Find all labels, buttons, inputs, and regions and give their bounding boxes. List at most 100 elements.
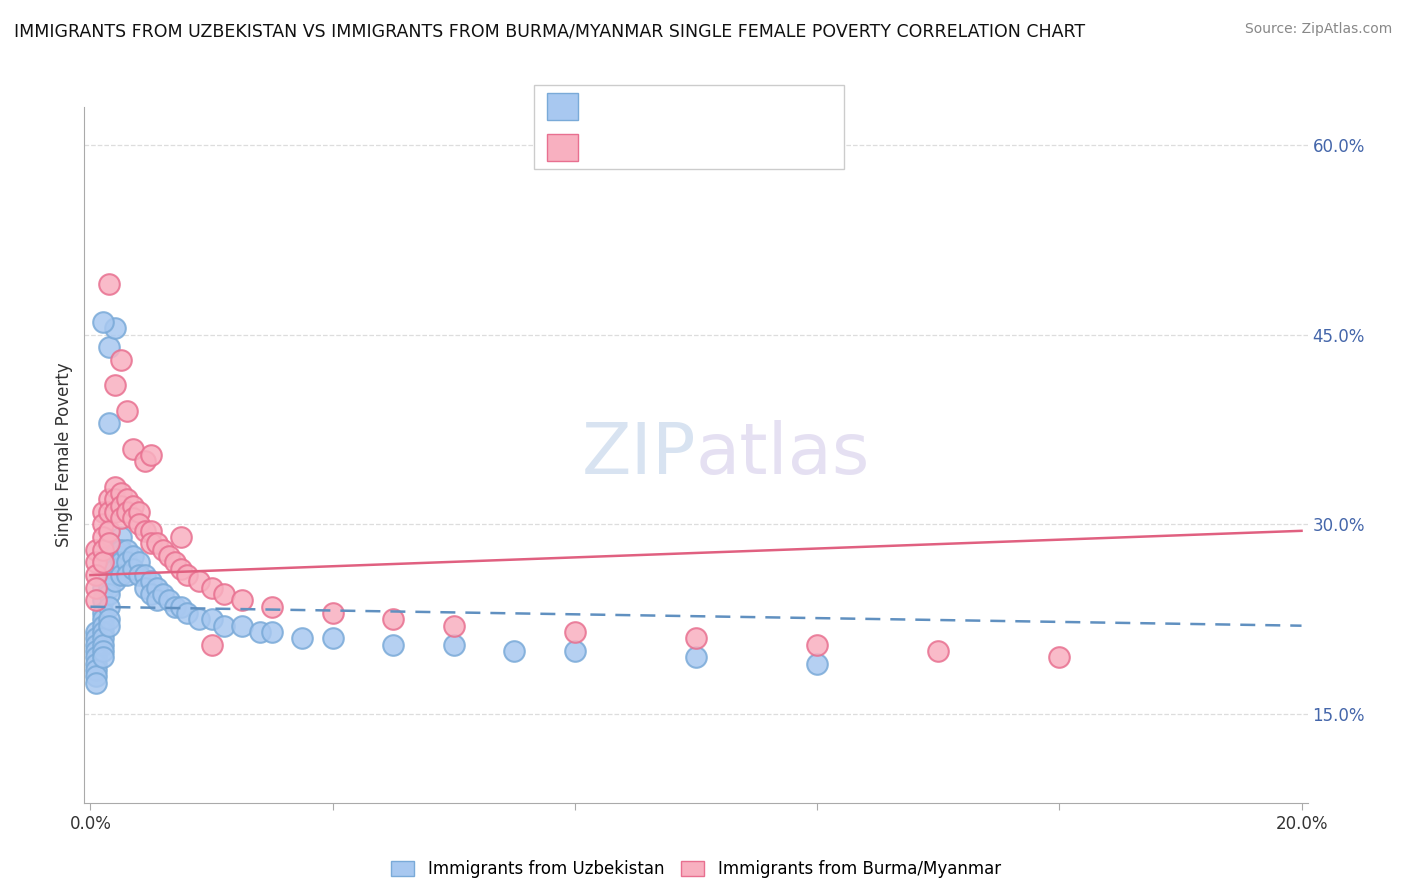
Point [97,340,120,354]
Point [97,536,120,550]
Point [91,644,114,658]
Point [91,612,114,626]
Text: 57: 57 [766,136,787,154]
Point [97,568,120,582]
Point [291,632,314,646]
Point [262,625,284,640]
Point [121,499,143,513]
Point [91,618,114,632]
Point [86,638,108,652]
Point [146,593,169,607]
Point [86,669,108,683]
Text: N =: N = [720,97,756,115]
Point [128,568,150,582]
Point [115,492,138,507]
Point [139,448,162,462]
Point [97,505,120,519]
Point [121,511,143,525]
Point [128,556,150,570]
Point [104,492,127,507]
Point [382,638,405,652]
Text: 71: 71 [766,97,787,115]
Point [176,606,198,620]
Point [231,618,253,632]
Point [200,638,222,652]
Point [104,505,127,519]
Point [134,581,156,595]
Point [110,511,132,525]
Point [121,562,143,576]
Point [188,612,211,626]
Point [139,574,162,589]
Point [110,530,132,544]
Point [104,556,127,570]
Point [128,517,150,532]
Point [212,587,235,601]
Point [97,581,120,595]
FancyBboxPatch shape [547,94,578,120]
Point [157,549,180,563]
Point [231,593,253,607]
Point [139,587,162,601]
Point [115,505,138,519]
Point [91,593,114,607]
Point [91,505,114,519]
Point [97,618,120,632]
Point [104,562,127,576]
Point [146,581,169,595]
Point [86,650,108,665]
Text: IMMIGRANTS FROM UZBEKISTAN VS IMMIGRANTS FROM BURMA/MYANMAR SINGLE FEMALE POVERT: IMMIGRANTS FROM UZBEKISTAN VS IMMIGRANTS… [14,22,1085,40]
Point [685,650,707,665]
Point [139,524,162,538]
Text: -0.026: -0.026 [637,97,689,115]
Point [564,644,586,658]
Point [91,542,114,557]
Point [170,562,193,576]
Text: R =: R = [591,97,626,115]
Point [134,454,156,468]
Point [382,612,405,626]
FancyBboxPatch shape [534,85,844,169]
Point [86,657,108,671]
Point [97,277,120,292]
Point [97,587,120,601]
Point [806,638,828,652]
Point [97,417,120,431]
Point [91,625,114,640]
Point [97,612,120,626]
Point [86,593,108,607]
Point [176,568,198,582]
Point [170,599,193,614]
Point [115,556,138,570]
Text: R =: R = [591,136,631,154]
Point [146,536,169,550]
Point [188,574,211,589]
Point [91,315,114,329]
Point [97,556,120,570]
Text: 0.055: 0.055 [637,136,683,154]
Text: atlas: atlas [696,420,870,490]
Point [97,599,120,614]
Point [927,644,949,658]
Point [104,574,127,589]
Point [806,657,828,671]
Point [139,536,162,550]
Point [128,505,150,519]
Point [110,499,132,513]
Point [443,618,465,632]
Point [165,599,187,614]
Point [97,524,120,538]
Point [212,618,235,632]
Point [91,650,114,665]
Point [115,568,138,582]
FancyBboxPatch shape [547,134,578,161]
Point [152,587,174,601]
Point [165,556,187,570]
Point [200,612,222,626]
Point [262,599,284,614]
Text: N =: N = [720,136,756,154]
Point [134,568,156,582]
Point [170,530,193,544]
Point [200,581,222,595]
Point [564,625,586,640]
